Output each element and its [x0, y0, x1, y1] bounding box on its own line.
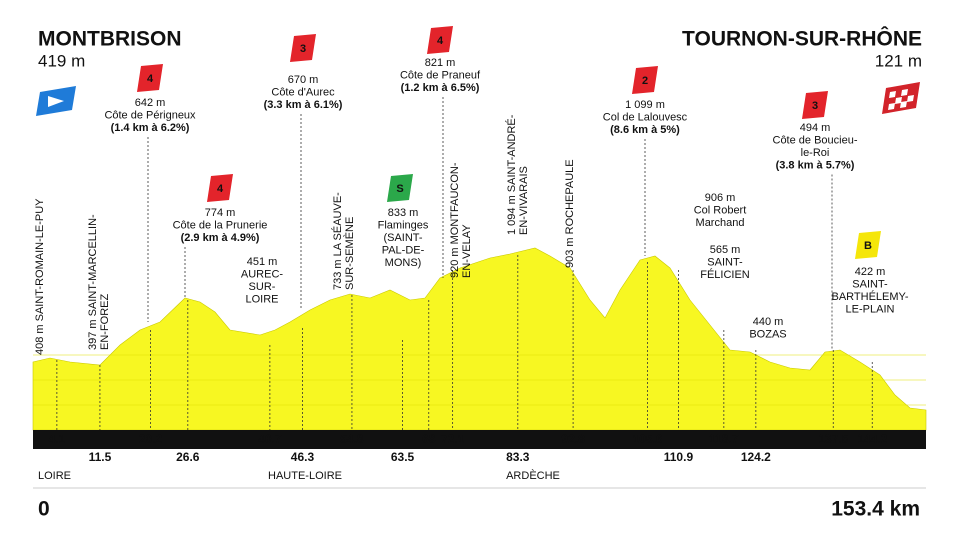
label-line: 774 m — [205, 207, 236, 219]
label-line: LOIRE — [245, 293, 278, 305]
label-line: le-Roi — [801, 147, 830, 159]
climb-badge — [632, 66, 658, 94]
start-altitude: 419 m — [38, 51, 85, 70]
label-line: BARTHÉLEMY- — [831, 290, 908, 303]
label-line: FÉLICIEN — [700, 268, 750, 281]
label-line: Côte d'Aurec — [271, 86, 335, 98]
label-line: 642 m — [135, 97, 166, 109]
climb-badge-text: 2 — [642, 75, 648, 87]
label-line: 440 m — [753, 316, 784, 328]
distance-start: 0 — [38, 498, 50, 521]
km-label: 20.2 — [139, 432, 163, 446]
label-line: Côte de la Prunerie — [173, 219, 268, 231]
km-label: 118.7 — [709, 432, 739, 446]
place-label: 903 m ROCHEPAULE — [564, 159, 576, 268]
place-label: 920 m MONTFAUCON- — [449, 162, 461, 278]
place-label: 733 m LA SÉAUVE- — [331, 192, 344, 290]
label-line: 565 m — [710, 244, 741, 256]
bonus-badge — [855, 231, 881, 259]
label-line: 451 m — [247, 256, 278, 268]
climb-badge — [427, 26, 453, 54]
sprint-badge-text: S — [396, 183, 403, 195]
profile — [32, 247, 927, 431]
km-label: 72.1 — [441, 432, 465, 446]
km-label: 110.9 — [664, 450, 694, 464]
finish-flag — [882, 82, 920, 114]
climb-detail: (8.6 km à 5%) — [610, 124, 680, 136]
label-line: AUREC- — [241, 268, 284, 280]
region-label: LOIRE — [38, 470, 71, 482]
place-label: SUR-SEMÈNE — [343, 217, 356, 290]
label-line: Col de Lalouvesc — [603, 111, 688, 123]
label-line: Flaminges — [378, 219, 429, 231]
label-line: 821 m — [425, 57, 456, 69]
climb-badge-text: 4 — [147, 73, 154, 85]
place-label: EN-VIVARAIS — [518, 166, 530, 235]
km-label: 4.1 — [49, 432, 66, 446]
place-label: 397 m SAINT-MARCELLIN- — [87, 214, 99, 350]
place-label: 408 m SAINT-ROMAIN-LE-PUY — [34, 198, 46, 355]
climb-badge — [802, 91, 828, 119]
climb-badge-text: 3 — [300, 43, 306, 55]
climb-badge-text: 4 — [217, 183, 224, 195]
km-label: 105.6 — [633, 432, 663, 446]
climb-badge — [207, 174, 233, 202]
label-line: 494 m — [800, 122, 831, 134]
bonus-badge-text: B — [864, 240, 872, 252]
label-line: SAINT- — [707, 256, 743, 268]
km-label: 54.8 — [340, 432, 364, 446]
label-line: 670 m — [288, 74, 319, 86]
km-label: 40.7 — [258, 432, 282, 446]
climb-detail: (3.3 km à 6.1%) — [264, 99, 343, 111]
label-line: SUR- — [249, 281, 276, 293]
label-line: 422 m — [855, 266, 886, 278]
climb-badge — [137, 64, 163, 92]
km-label: 11.5 — [89, 450, 112, 464]
km-label: 144.2 — [857, 432, 887, 446]
place-label: 1 094 m SAINT-ANDRÉ- — [505, 114, 518, 235]
start-arrow — [48, 96, 64, 107]
distance-end: 153.4 km — [831, 498, 920, 521]
km-label: 63.5 — [391, 450, 415, 464]
label-line: LE-PLAIN — [846, 303, 895, 315]
label-line: 1 099 m — [625, 99, 665, 111]
region-label: HAUTE-LOIRE — [268, 470, 342, 482]
label-line: MONS) — [385, 257, 422, 269]
place-label: EN-FOREZ — [99, 294, 111, 351]
label-line: Côte de Praneuf — [400, 69, 481, 81]
sprint-badge — [387, 174, 413, 202]
climb-detail: (1.2 km à 6.5%) — [401, 82, 480, 94]
label-line: Marchand — [696, 217, 745, 229]
km-band — [33, 430, 926, 449]
profile-lines — [33, 354, 926, 406]
label-line: BOZAS — [749, 328, 786, 340]
label-line: Côte de Périgneux — [104, 109, 196, 121]
km-label: 46.3 — [291, 450, 315, 464]
region-label: ARDÈCHE — [506, 469, 560, 482]
label-line: Côte de Boucieu- — [773, 134, 858, 146]
climb-detail: (2.9 km à 4.9%) — [181, 232, 260, 244]
km-label: 68 — [422, 432, 436, 446]
finish-altitude: 121 m — [875, 51, 922, 70]
label-line: (SAINT- — [383, 232, 422, 244]
start-name: MONTBRISON — [38, 28, 182, 51]
climb-badge-text: 3 — [812, 100, 818, 112]
km-label: 92.8 — [561, 432, 585, 446]
label-line: PAL-DE- — [382, 244, 425, 256]
climb-detail: (1.4 km à 6.2%) — [111, 122, 190, 134]
finish-name: TOURNON-SUR-RHÔNE — [682, 27, 922, 51]
label-line: 833 m — [388, 207, 419, 219]
km-label: 83.3 — [506, 450, 530, 464]
label-line: 906 m — [705, 192, 736, 204]
km-label: 137.5 — [818, 432, 848, 446]
label-line: Col Robert — [694, 204, 747, 216]
climb-badge-text: 4 — [437, 35, 444, 47]
label-line: SAINT- — [852, 278, 888, 290]
place-label: EN-VELAY — [461, 224, 473, 278]
km-label: 124.2 — [741, 450, 771, 464]
climb-detail: (3.8 km à 5.7%) — [776, 159, 855, 171]
climb-badge — [290, 34, 316, 62]
km-label: 26.6 — [176, 450, 200, 464]
